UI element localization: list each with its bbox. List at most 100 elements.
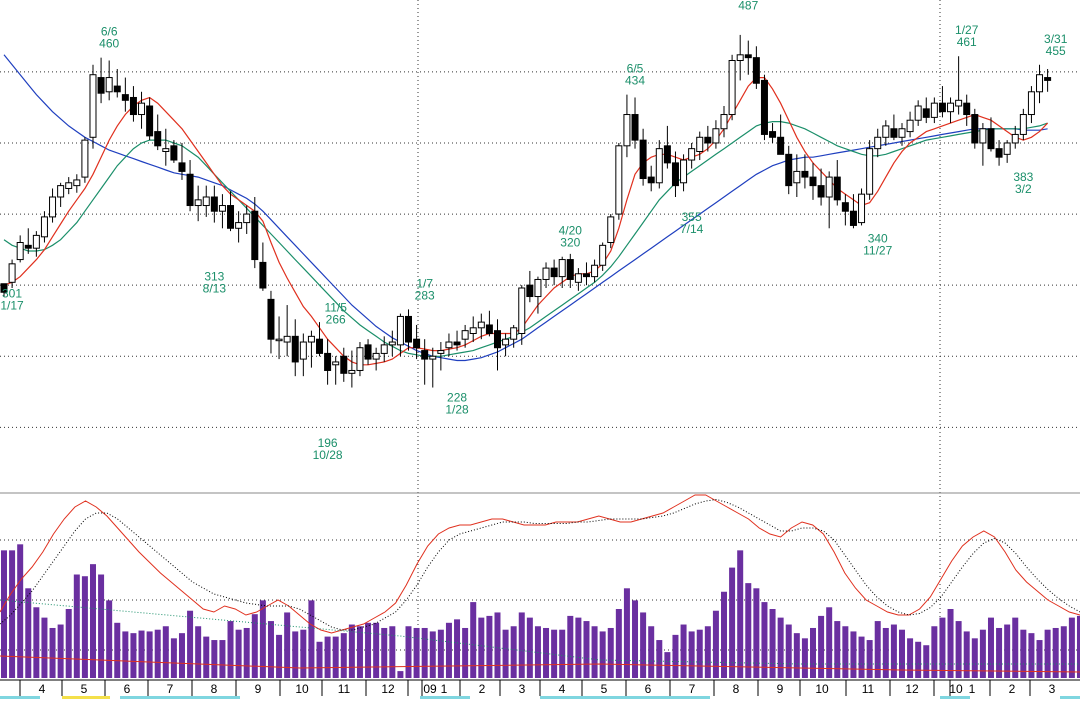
- candle: [656, 140, 662, 188]
- volume-bar: [583, 621, 589, 678]
- volume-bar: [462, 628, 468, 678]
- candle: [883, 120, 889, 146]
- candle: [252, 197, 258, 268]
- candle-body: [818, 186, 824, 197]
- month-label: 7: [167, 682, 174, 696]
- volume-bar: [721, 592, 727, 678]
- volume-bar: [147, 631, 153, 678]
- candle: [664, 126, 670, 169]
- candle-body: [122, 95, 128, 101]
- candle: [211, 186, 217, 223]
- candle-body: [519, 288, 525, 334]
- candle: [163, 129, 169, 166]
- candle: [867, 140, 873, 200]
- candle-body: [834, 177, 840, 200]
- candle-body: [656, 149, 662, 183]
- candle: [753, 46, 759, 89]
- candle: [195, 186, 201, 222]
- candle-body: [867, 149, 873, 195]
- candle: [583, 262, 589, 285]
- candle: [17, 235, 23, 262]
- volume-bar: [66, 609, 72, 678]
- candle: [406, 309, 412, 350]
- candle: [494, 319, 500, 370]
- candle: [972, 109, 978, 149]
- candle-body: [357, 348, 363, 371]
- candle: [761, 75, 767, 140]
- candle-body: [713, 129, 719, 143]
- volume-bar: [761, 602, 767, 678]
- volume-bar: [308, 600, 314, 678]
- volume-bar: [786, 625, 792, 678]
- volume-bar: [171, 638, 177, 678]
- candle: [187, 160, 193, 211]
- volume-bar: [753, 588, 759, 678]
- month-label: 9: [255, 682, 262, 696]
- candle: [317, 322, 323, 356]
- volume-bar: [1, 550, 7, 678]
- candle: [41, 211, 47, 242]
- annotation-second: 11/27: [863, 243, 892, 257]
- candle-body: [1028, 92, 1034, 115]
- volume-bar: [705, 626, 711, 678]
- volume-bar: [737, 550, 743, 678]
- volume-bar: [130, 633, 136, 678]
- volume-bar: [74, 575, 80, 679]
- volume-bar: [592, 626, 598, 678]
- candle: [745, 41, 751, 75]
- volume-bar: [972, 638, 978, 678]
- volume-bar: [1020, 630, 1026, 678]
- candle: [527, 271, 533, 302]
- volume-bar: [511, 626, 517, 678]
- candle: [155, 115, 161, 151]
- candle-body: [672, 163, 678, 186]
- candle-body: [341, 356, 347, 373]
- volume-bar: [195, 626, 201, 678]
- volume-bar: [681, 625, 687, 678]
- volume-bar: [899, 630, 905, 678]
- candle-body: [972, 115, 978, 143]
- candle-body: [195, 200, 201, 206]
- annotation-second: 8/13: [203, 282, 227, 296]
- candle-body: [567, 260, 573, 280]
- candle-body: [810, 177, 816, 186]
- volume-bar: [519, 612, 525, 678]
- candle-body: [163, 149, 169, 152]
- candle: [834, 160, 840, 206]
- candle-body: [308, 336, 314, 342]
- candle: [778, 115, 784, 155]
- month-label: 09: [423, 682, 437, 696]
- candle: [50, 188, 56, 222]
- volume-bar: [365, 623, 371, 678]
- candle: [697, 132, 703, 160]
- annotation-second: 10/28: [313, 448, 343, 462]
- candle-body: [422, 351, 428, 360]
- candle-body: [317, 339, 323, 353]
- candle-body: [1045, 78, 1051, 81]
- volume-bar: [1012, 618, 1018, 678]
- annotation-second: 320: [560, 236, 580, 250]
- candle: [600, 243, 606, 271]
- ma-mid-line: [4, 122, 1048, 357]
- candle-body: [1037, 75, 1043, 92]
- volume-bar: [414, 628, 420, 678]
- volume-bar: [341, 633, 347, 678]
- candle-body: [486, 325, 492, 334]
- candle-body: [252, 211, 258, 259]
- candle-body: [494, 331, 500, 348]
- candle-body: [260, 262, 266, 288]
- volume-bar: [300, 630, 306, 678]
- candle: [98, 58, 104, 104]
- candle: [713, 120, 719, 148]
- candle-body: [592, 265, 598, 276]
- volume-bar: [98, 575, 104, 679]
- candle: [503, 334, 509, 357]
- candle: [276, 316, 282, 359]
- candle-body: [414, 339, 420, 348]
- month-label: 10: [815, 682, 829, 696]
- candle: [389, 331, 395, 357]
